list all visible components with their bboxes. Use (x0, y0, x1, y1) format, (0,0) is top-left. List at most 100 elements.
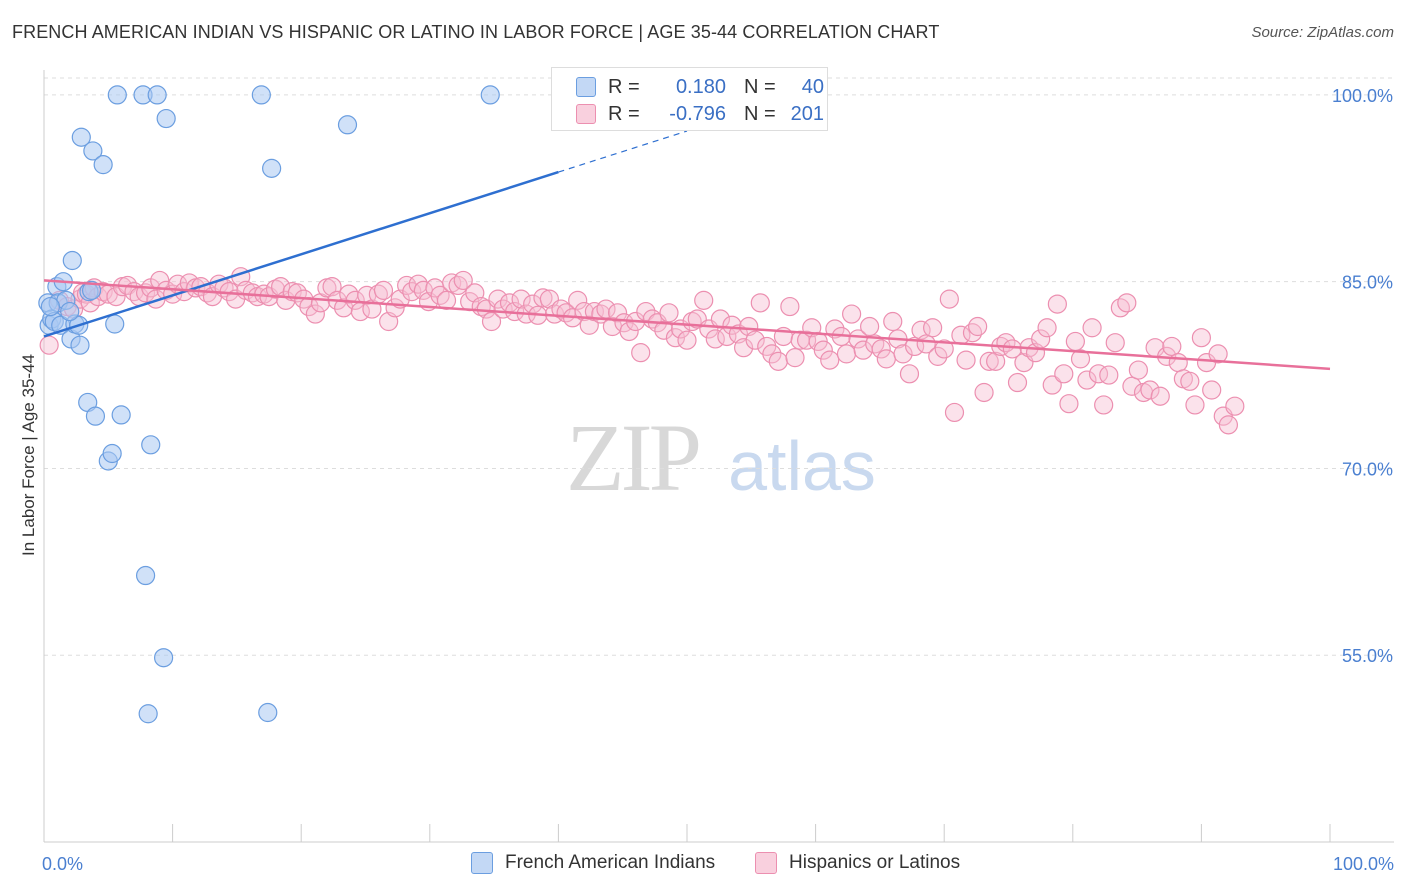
legend-item-french: French American Indians (471, 852, 715, 874)
hispanic-point (1042, 375, 1062, 395)
hispanic-point (1218, 415, 1239, 435)
hispanic-point (905, 336, 925, 357)
hispanic-point (1105, 333, 1125, 353)
legend-swatch-blue (576, 77, 596, 97)
hispanic-point (745, 330, 765, 350)
hispanic-point (1202, 380, 1222, 400)
legend-swatch-blue (471, 852, 493, 874)
hispanic-point (876, 349, 896, 369)
hispanic-point (677, 330, 697, 350)
r-value: 0.180 (675, 75, 726, 98)
hispanic-point (893, 344, 913, 364)
hispanic-point (944, 402, 965, 423)
hispanic-point (1077, 370, 1097, 390)
n-value: 40 (801, 75, 824, 98)
hispanic-point (106, 287, 126, 307)
hispanic-point (928, 346, 948, 366)
hispanic-point (1208, 344, 1228, 364)
hispanic-point (619, 321, 639, 342)
hispanic-point (860, 316, 880, 337)
legend-label-hispanic: Hispanics or Latinos (789, 852, 961, 873)
hispanic-point (1094, 395, 1114, 415)
n-label: N = (744, 102, 776, 125)
hispanic-point (762, 344, 782, 364)
french-point (111, 405, 131, 425)
hispanic-point (979, 351, 999, 371)
hispanic-point (1162, 336, 1182, 357)
hispanic-point (511, 289, 531, 309)
french-point (60, 301, 80, 322)
hispanic-point (1180, 371, 1200, 391)
n-value: 201 (790, 102, 824, 125)
chart-title: FRENCH AMERICAN INDIAN VS HISPANIC OR LA… (12, 22, 940, 42)
hispanic-point (1191, 328, 1212, 348)
hispanic-point (939, 289, 959, 309)
hispanic-point (899, 364, 920, 384)
french-point (138, 704, 158, 724)
hispanic-point (1002, 339, 1022, 359)
french-trend-line (43, 170, 559, 338)
french-point (147, 85, 167, 105)
french-point (81, 280, 102, 300)
hispanic-point (923, 318, 943, 338)
r-label: R = (608, 102, 640, 125)
hispanic-point (1070, 349, 1091, 369)
hispanic-point (733, 338, 754, 358)
y-tick-label: 85.0% (1342, 273, 1393, 293)
hispanic-point (568, 290, 588, 310)
watermark-atlas: atlas (728, 427, 876, 505)
hispanic-trend-line (43, 279, 1331, 371)
hispanic-point (1007, 372, 1028, 393)
hispanic-point (1082, 318, 1102, 338)
hispanic-point (785, 348, 805, 368)
hispanic-point (705, 329, 725, 349)
hispanic-point (968, 316, 988, 337)
french-point (156, 108, 176, 129)
french-point (62, 250, 82, 271)
hispanic-point (916, 334, 936, 354)
trend-lines (43, 130, 1331, 371)
hispanic-point (1037, 318, 1057, 338)
french-point (251, 85, 271, 105)
x-tick-label: 0.0% (42, 854, 83, 874)
tick-labels: 100.0% 85.0% 70.0% 55.0% 0.0% 100.0% (42, 86, 1394, 874)
hispanic-point (1047, 294, 1067, 314)
hispanic-point (1225, 396, 1245, 416)
french-point (83, 141, 103, 161)
hispanic-point (934, 339, 954, 359)
hispanic-point (820, 350, 840, 370)
hispanic-point (533, 288, 553, 308)
source-label: Source: ZipAtlas.com (1251, 24, 1394, 41)
hispanic-point (1128, 360, 1148, 380)
hispanic-point (842, 304, 862, 324)
french-point (93, 155, 113, 175)
correlation-legend: R = 0.180 N = 40 R = -0.796 N = 201 (551, 67, 828, 131)
hispanic-point (607, 303, 628, 323)
series-legend: French American Indians Hispanics or Lat… (0, 852, 1406, 878)
french-point (153, 648, 174, 668)
hispanic-point (1054, 364, 1074, 384)
hispanic-point (1150, 386, 1170, 406)
legend-row-hispanic: R = -0.796 N = 201 (576, 101, 824, 127)
hispanic-point (631, 343, 651, 363)
y-tick-label: 100.0% (1332, 86, 1393, 106)
watermark: ZIP atlas (566, 404, 876, 511)
hispanic-point (659, 303, 679, 323)
hispanic-point (956, 350, 976, 370)
hispanic-point (453, 270, 473, 291)
hispanic-point (1059, 394, 1079, 414)
grid (44, 77, 1394, 656)
hispanic-point (780, 296, 800, 317)
r-value: -0.796 (669, 102, 726, 125)
hispanic-point (962, 323, 983, 343)
hispanic-point (488, 289, 508, 309)
hispanic-point (768, 351, 788, 371)
hispanic-point (865, 334, 885, 354)
hispanic-point (654, 320, 674, 340)
hispanic-point (986, 351, 1006, 371)
hispanic-point (1140, 380, 1160, 400)
y-tick-label: 55.0% (1342, 646, 1393, 666)
hispanic-point (694, 290, 714, 310)
axes (43, 70, 1394, 843)
hispanic-point (871, 339, 891, 359)
